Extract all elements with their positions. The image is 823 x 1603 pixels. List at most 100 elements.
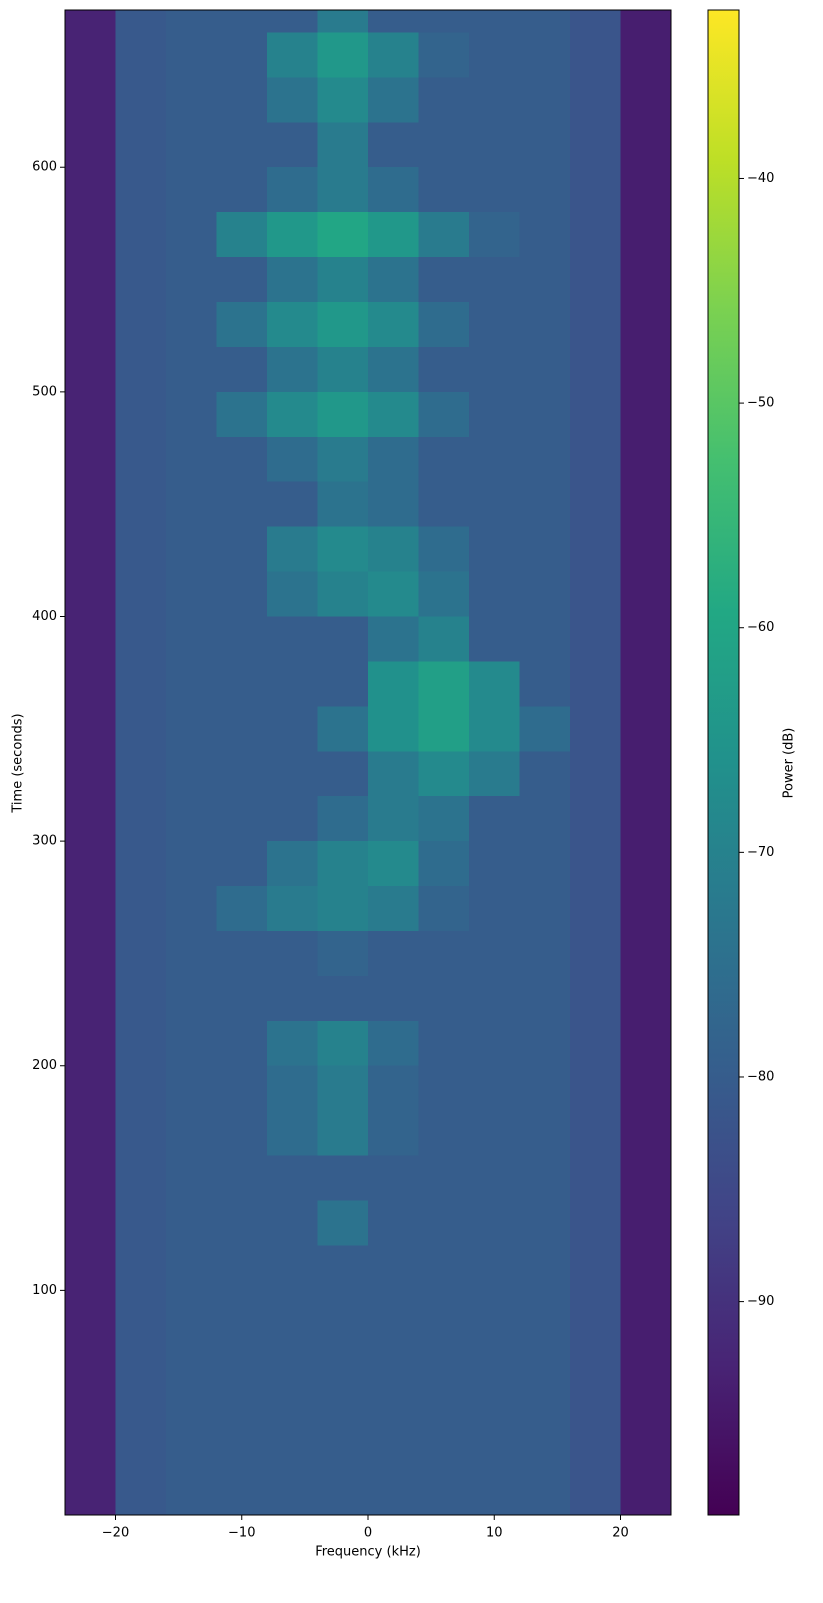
heatmap-cell xyxy=(216,706,267,752)
heatmap-cell xyxy=(519,930,570,976)
heatmap-cell xyxy=(317,841,368,887)
heatmap-cell xyxy=(115,1380,166,1426)
heatmap-cell xyxy=(317,1020,368,1066)
heatmap-cell xyxy=(368,1200,419,1246)
heatmap-cell xyxy=(368,122,419,168)
heatmap-cell xyxy=(115,1290,166,1336)
heatmap-cell xyxy=(570,886,621,931)
heatmap-cell xyxy=(166,257,217,303)
heatmap-cell xyxy=(570,1425,621,1471)
heatmap-cell xyxy=(418,616,469,662)
heatmap-cell xyxy=(115,975,166,1021)
heatmap-cell xyxy=(368,212,419,258)
heatmap-cell xyxy=(166,302,217,347)
heatmap-cell xyxy=(267,841,318,887)
heatmap-cell xyxy=(267,930,318,976)
heatmap-cell xyxy=(115,1425,166,1471)
heatmap-cell xyxy=(65,346,116,392)
heatmap-cell xyxy=(166,886,217,931)
heatmap-cell xyxy=(115,32,166,78)
heatmap-cell xyxy=(418,481,469,527)
heatmap-cell xyxy=(620,1110,671,1156)
heatmap-cell xyxy=(570,302,621,347)
heatmap-cell xyxy=(620,122,671,168)
heatmap-cell xyxy=(418,796,469,842)
heatmap-cell xyxy=(267,1155,318,1201)
heatmap-cell xyxy=(620,526,671,572)
x-tick-label: 20 xyxy=(612,1526,629,1541)
heatmap-cell xyxy=(570,436,621,482)
heatmap-cell xyxy=(469,1290,520,1336)
heatmap-cell xyxy=(166,436,217,482)
heatmap-cell xyxy=(166,841,217,887)
heatmap-cell xyxy=(620,257,671,303)
heatmap-cell xyxy=(267,1110,318,1156)
y-tick-label: 100 xyxy=(32,1283,57,1298)
heatmap-cell xyxy=(519,1200,570,1246)
heatmap-cell xyxy=(418,526,469,572)
heatmap-cell xyxy=(115,661,166,707)
heatmap-cell xyxy=(519,796,570,842)
heatmap-cell xyxy=(65,1380,116,1426)
heatmap-cell xyxy=(418,1335,469,1381)
heatmap-cell xyxy=(317,1335,368,1381)
heatmap-cell xyxy=(65,930,116,976)
heatmap-cell xyxy=(216,302,267,347)
heatmap-cell xyxy=(418,1290,469,1336)
heatmap-cell xyxy=(570,257,621,303)
heatmap-cell xyxy=(267,1020,318,1066)
heatmap-cell xyxy=(519,841,570,887)
heatmap-cell xyxy=(166,1290,217,1336)
heatmap-cell xyxy=(317,1470,368,1515)
heatmap-cell xyxy=(65,257,116,303)
heatmap-cell xyxy=(216,1155,267,1201)
heatmap-cell xyxy=(570,975,621,1021)
heatmap-cell xyxy=(267,1335,318,1381)
heatmap-cell xyxy=(418,212,469,258)
heatmap-cell xyxy=(317,930,368,976)
heatmap-cell xyxy=(469,526,520,572)
heatmap-cell xyxy=(267,751,318,797)
heatmap-cell xyxy=(418,706,469,752)
heatmap-cell xyxy=(418,751,469,797)
heatmap-cell xyxy=(115,302,166,347)
heatmap-cell xyxy=(166,975,217,1021)
heatmap-cell xyxy=(166,1380,217,1426)
heatmap-cell xyxy=(570,77,621,123)
heatmap-cell xyxy=(65,391,116,437)
heatmap-cell xyxy=(166,526,217,572)
heatmap-cell xyxy=(519,975,570,1021)
heatmap-cell xyxy=(115,886,166,931)
heatmap-cell xyxy=(368,1290,419,1336)
y-axis-label: Time (seconds) xyxy=(11,713,26,813)
heatmap-cell xyxy=(317,1155,368,1201)
heatmap-cell xyxy=(368,661,419,707)
heatmap-cell xyxy=(469,302,520,347)
heatmap-cell xyxy=(620,1245,671,1291)
heatmap-cell xyxy=(469,481,520,527)
heatmap-cell xyxy=(519,32,570,78)
heatmap-cell xyxy=(166,1425,217,1471)
heatmap-cell xyxy=(317,796,368,842)
heatmap-cell xyxy=(267,1470,318,1515)
heatmap-cell xyxy=(570,526,621,572)
heatmap-cell xyxy=(469,886,520,931)
heatmap-cell xyxy=(65,571,116,617)
heatmap-cell xyxy=(469,1155,520,1201)
heatmap-cell xyxy=(418,975,469,1021)
heatmap-cell xyxy=(570,167,621,213)
heatmap-cell xyxy=(317,436,368,482)
heatmap-cell xyxy=(65,481,116,527)
heatmap-cell xyxy=(519,571,570,617)
heatmap-cell xyxy=(519,1470,570,1515)
heatmap-cell xyxy=(317,1200,368,1246)
heatmap-cell xyxy=(115,481,166,527)
heatmap-cell xyxy=(469,167,520,213)
heatmap-cell xyxy=(418,886,469,931)
heatmap-cell xyxy=(620,1200,671,1246)
heatmap-cell xyxy=(368,10,419,33)
heatmap-cell xyxy=(620,886,671,931)
heatmap-cell xyxy=(620,32,671,78)
heatmap-cell xyxy=(368,706,419,752)
